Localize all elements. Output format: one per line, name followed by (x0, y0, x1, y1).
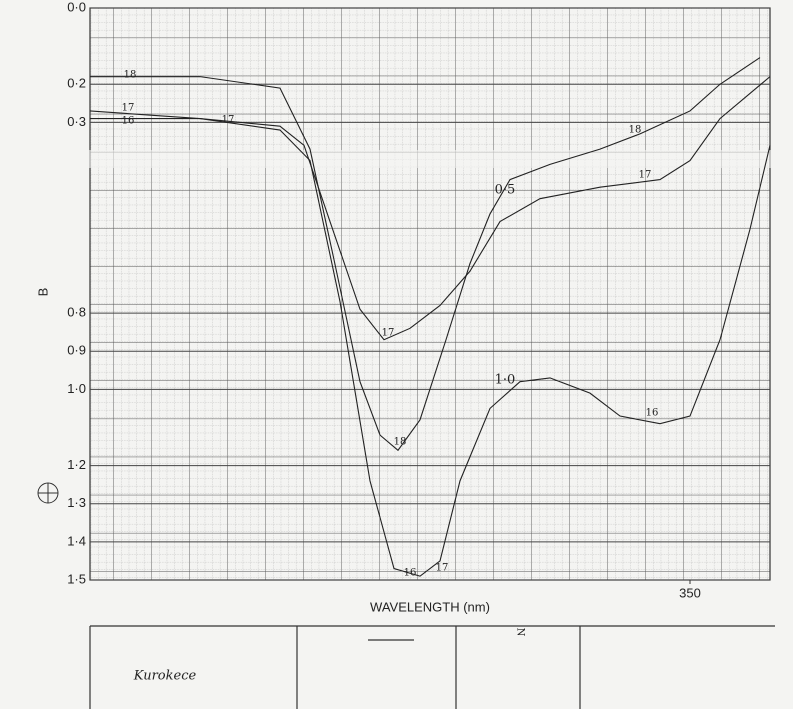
y-tick-label: 0·0 (67, 0, 86, 14)
symbol (38, 483, 58, 503)
data-line (90, 118, 771, 577)
y-tick-label: 0·3 (67, 114, 86, 129)
annotation: 17 (122, 103, 135, 114)
scan-band (88, 150, 788, 168)
annotation: 18 (124, 70, 137, 81)
annotation: 16 (122, 116, 135, 127)
annotation: 16 (404, 568, 417, 579)
annotation: 0·5 (495, 183, 516, 198)
y-tick-label: 1·2 (67, 457, 86, 472)
y-tick-label: 1·4 (67, 533, 86, 548)
annotation: 1·0 (495, 373, 516, 388)
y-tick-label: 0·9 (67, 343, 86, 358)
data-line (89, 76, 771, 341)
annotation: 17 (382, 328, 395, 339)
y-tick-label: 1·0 (67, 381, 86, 396)
y-axis-label: B (35, 288, 50, 297)
annotation: 17 (222, 115, 235, 126)
annotation: Kurokece (133, 669, 197, 684)
annotation: 17 (436, 563, 449, 574)
y-tick-label: 0·8 (67, 305, 86, 320)
y-tick-label: 1·5 (67, 571, 86, 586)
annotation: 16 (646, 408, 659, 419)
x-tick-label: 350 (679, 585, 701, 600)
data-line (90, 57, 761, 452)
annotation: N (515, 628, 526, 637)
table-lines (89, 625, 775, 709)
annotation: 18 (629, 125, 642, 136)
y-tick-label: 1·3 (67, 495, 86, 510)
x-axis-label: WAVELENGTH (nm) (370, 599, 490, 614)
annotation: 18 (394, 437, 407, 448)
y-tick-label: 0·2 (67, 76, 86, 91)
graph-paper (90, 8, 770, 580)
annotation: 17 (639, 170, 652, 181)
